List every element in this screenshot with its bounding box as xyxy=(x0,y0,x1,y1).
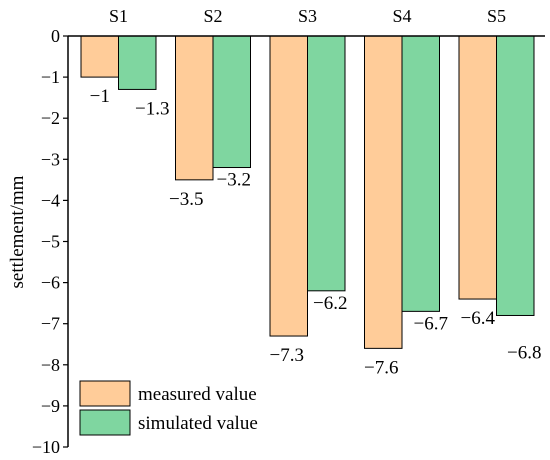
x-tick-label: S5 xyxy=(487,6,506,26)
y-tick-label: 0 xyxy=(51,26,60,46)
measured-value-bar xyxy=(80,35,119,78)
legend-swatch xyxy=(79,409,131,436)
y-tick-label: −2 xyxy=(41,108,60,128)
data-label: −7.6 xyxy=(364,357,398,378)
data-label: −6.8 xyxy=(507,342,541,363)
x-tick-label: S3 xyxy=(298,6,317,26)
data-label: −6.2 xyxy=(313,293,347,314)
x-tick-label: S4 xyxy=(392,6,411,26)
simulated-value-bar xyxy=(496,35,535,316)
simulated-value-bar xyxy=(212,35,251,169)
y-tick-label: −5 xyxy=(41,232,60,252)
data-labels-layer: −1 −1.3 −3.5 −3.2 −7.3 −6.2 −7.6 −6.7 −6.4 −6.8 xyxy=(90,86,542,378)
y-tick-label: −9 xyxy=(41,396,60,416)
y-tick-label: −7 xyxy=(41,314,60,334)
x-tick-label: S2 xyxy=(203,6,222,26)
x-tick-label: S1 xyxy=(109,6,128,26)
y-axis-label: settlement/mm xyxy=(7,175,28,288)
y-tick-label: −4 xyxy=(41,190,60,210)
simulated-value-bar xyxy=(118,35,157,90)
bars-layer xyxy=(80,35,535,349)
data-label: −1 xyxy=(90,86,110,107)
data-label: −6.7 xyxy=(414,313,448,334)
data-label: −3.2 xyxy=(217,170,251,191)
measured-value-bar xyxy=(458,35,497,300)
measured-value-bar xyxy=(269,35,308,337)
y-tick-label: −6 xyxy=(41,273,60,293)
y-tick-label: −8 xyxy=(41,355,60,375)
legend-label: measured value xyxy=(138,384,257,405)
measured-value-bar xyxy=(364,35,403,349)
data-label: −6.4 xyxy=(461,308,496,329)
legend-label: simulated value xyxy=(138,413,258,434)
legend-swatch xyxy=(79,380,131,407)
y-tick-label: −1 xyxy=(41,67,60,87)
y-tick-label: −10 xyxy=(32,437,60,457)
simulated-value-bar xyxy=(307,35,346,292)
data-label: −1.3 xyxy=(135,98,169,119)
data-label: −7.3 xyxy=(270,345,304,366)
simulated-value-bar xyxy=(401,35,440,312)
y-ticks-layer: 0 −1 −2 −3 −4 −5 −6 −7 −8 −9 −10 xyxy=(32,26,68,457)
data-label: −3.5 xyxy=(169,189,203,210)
legend: measured value simulated value xyxy=(79,380,258,436)
measured-value-bar xyxy=(175,35,214,181)
y-tick-label: −3 xyxy=(41,149,60,169)
x-ticks-layer: S1 S2 S3 S4 S5 xyxy=(109,6,506,26)
